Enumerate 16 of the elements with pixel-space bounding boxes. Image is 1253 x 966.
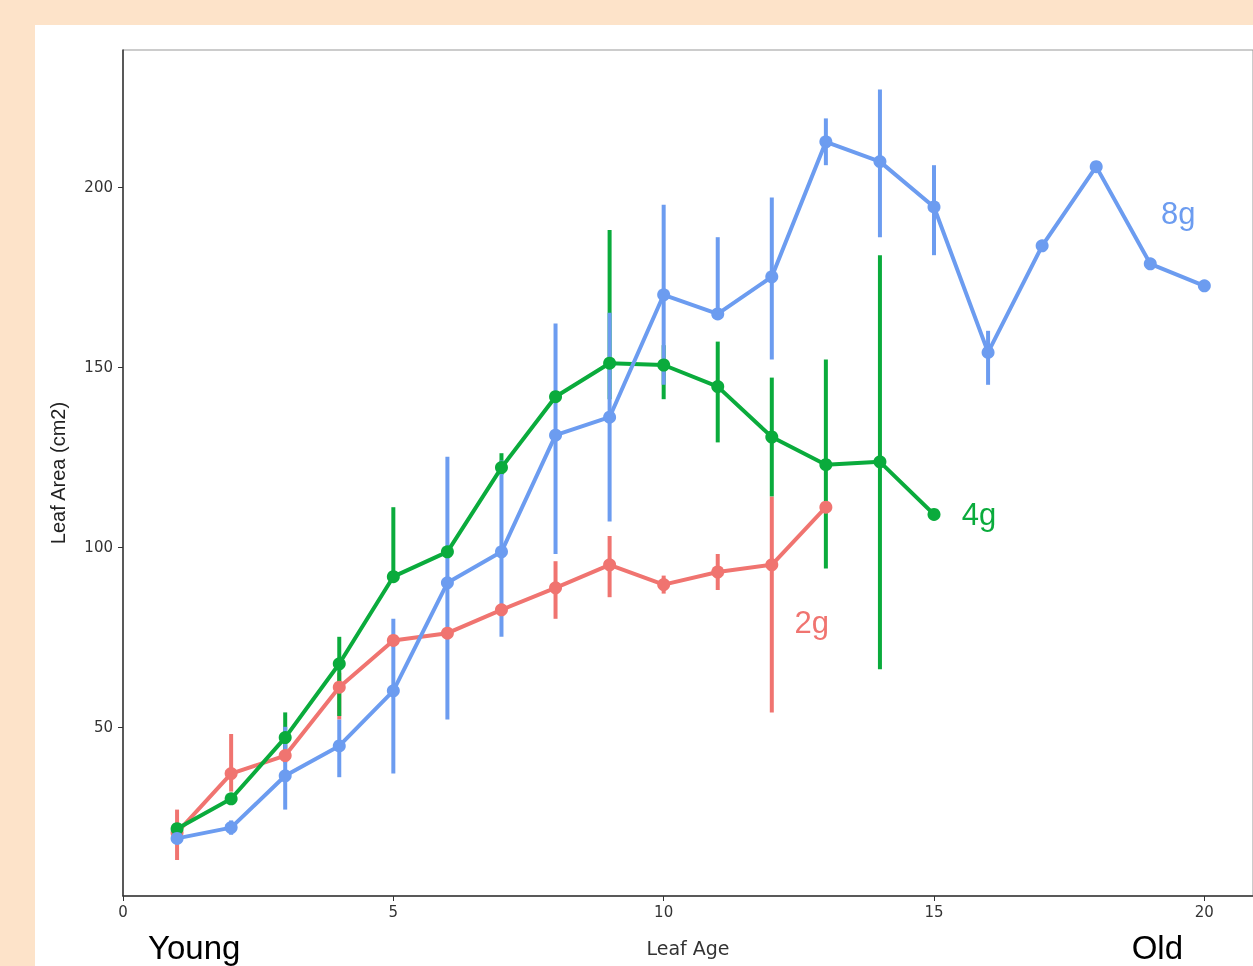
x-tick-label: 5 xyxy=(388,902,399,921)
x-axis-title: Leaf Age xyxy=(646,936,730,959)
y-tick-label: 100 xyxy=(84,537,113,556)
x-tick-label: 10 xyxy=(654,902,674,921)
x-tick-label: 0 xyxy=(118,902,128,921)
y-tick-label: 200 xyxy=(84,177,113,196)
text: Old xyxy=(1131,929,1184,966)
y-tick-label: 50 xyxy=(93,717,113,736)
series-label: 8g xyxy=(1161,196,1196,232)
series-label: 4g xyxy=(961,496,997,532)
x-tick-label: 20 xyxy=(1194,902,1214,921)
text: Young xyxy=(148,929,241,966)
series-label: 2g xyxy=(794,605,830,641)
y-tick-label: 150 xyxy=(84,357,113,376)
y-axis-title: Leaf Area (cm2) xyxy=(47,401,69,545)
x-tick-label: 15 xyxy=(924,902,944,921)
